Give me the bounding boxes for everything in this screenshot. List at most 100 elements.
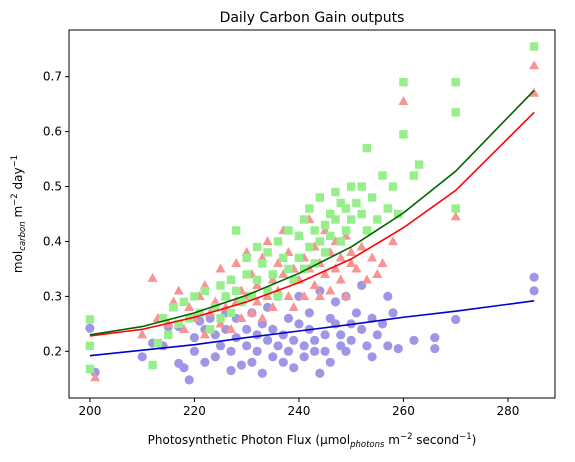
data-point: [237, 297, 246, 307]
data-point: [330, 263, 341, 273]
data-point: [294, 319, 304, 329]
data-point: [336, 198, 345, 208]
data-point: [305, 204, 314, 213]
data-point: [388, 308, 398, 318]
data-point: [373, 215, 382, 224]
data-point: [314, 290, 325, 300]
x-tick-label: 200: [78, 404, 101, 418]
x-axis-label-prefix: Photosynthetic Photon Flux (μmol: [148, 433, 350, 447]
fit-lines-layer: [89, 89, 535, 357]
data-point: [320, 346, 330, 356]
data-point: [377, 258, 388, 268]
data-point: [310, 346, 320, 356]
y-tick-label: 0.5: [43, 180, 62, 194]
series-square: [85, 42, 539, 374]
data-point: [383, 291, 393, 301]
data-point: [529, 87, 540, 97]
data-point: [320, 269, 331, 279]
data-point: [283, 290, 294, 300]
y-tick-label: 0.7: [43, 70, 62, 84]
data-point: [278, 330, 288, 340]
data-point: [305, 242, 314, 252]
data-point: [262, 290, 273, 300]
data-point: [331, 187, 340, 197]
data-point: [273, 292, 283, 301]
data-point: [205, 325, 215, 334]
data-point: [85, 341, 95, 351]
data-point: [289, 335, 299, 345]
fit-line: [89, 299, 535, 357]
series-circle: [85, 272, 539, 385]
data-point: [351, 308, 362, 318]
data-point: [267, 274, 278, 284]
data-point: [346, 335, 356, 345]
data-point: [362, 341, 372, 351]
data-point: [283, 346, 294, 356]
data-point: [200, 357, 210, 367]
data-point: [273, 258, 284, 268]
data-point: [288, 301, 299, 311]
data-point: [236, 312, 247, 322]
data-point: [315, 368, 325, 378]
data-point: [169, 303, 178, 312]
data-point: [351, 263, 362, 273]
data-point: [357, 209, 366, 219]
data-point: [361, 274, 372, 284]
y-axis-label-sup: −2: [10, 193, 20, 206]
data-point: [216, 314, 225, 323]
data-point: [262, 335, 273, 345]
data-point: [367, 352, 377, 362]
x-axis-label-end: ): [472, 433, 477, 447]
data-point: [242, 341, 252, 351]
y-axis-label: molcarbon m−2 day−1: [10, 155, 28, 273]
data-point: [178, 323, 189, 333]
data-point: [215, 341, 226, 351]
data-point: [377, 319, 388, 329]
x-axis-label-suffix: second: [412, 433, 459, 447]
chart-title: Daily Carbon Gain outputs: [220, 10, 405, 26]
x-axis: 200 220 240 260 280: [78, 398, 519, 418]
data-point: [372, 330, 382, 340]
y-axis-label-sub: carbon: [18, 221, 28, 250]
y-axis-label-suffix: day: [11, 167, 25, 193]
data-point: [304, 308, 314, 318]
x-tick-label: 260: [392, 404, 415, 418]
data-point: [184, 375, 194, 385]
data-point: [200, 286, 210, 296]
data-point: [226, 323, 236, 333]
data-point: [325, 357, 335, 367]
data-point: [231, 332, 241, 343]
data-point: [137, 352, 147, 362]
data-point: [320, 330, 330, 340]
data-point: [284, 264, 293, 274]
data-point: [451, 77, 460, 87]
data-point: [320, 248, 330, 257]
data-point: [372, 269, 383, 279]
data-point: [252, 242, 262, 252]
data-point: [309, 280, 320, 290]
data-point: [315, 237, 325, 246]
y-axis: 0.2 0.3 0.4 0.5 0.6 0.7: [43, 70, 69, 358]
data-point: [299, 215, 309, 224]
data-point: [252, 296, 263, 306]
x-tick-label: 280: [497, 404, 520, 418]
data-point: [356, 241, 367, 251]
data-point: [357, 324, 367, 334]
y-tick-label: 0.6: [43, 125, 62, 139]
x-tick-label: 240: [287, 404, 310, 418]
data-point: [179, 297, 189, 307]
data-point: [346, 258, 357, 268]
data-point: [210, 352, 220, 362]
data-point: [90, 372, 101, 382]
data-point: [263, 248, 272, 257]
data-point: [268, 270, 278, 279]
data-point: [242, 324, 252, 334]
data-point: [336, 330, 346, 340]
data-point: [211, 303, 220, 312]
data-point: [346, 247, 357, 257]
data-point: [283, 313, 294, 323]
data-point: [189, 332, 200, 343]
data-point: [341, 204, 351, 213]
data-point: [310, 335, 320, 345]
data-point: [367, 193, 377, 202]
